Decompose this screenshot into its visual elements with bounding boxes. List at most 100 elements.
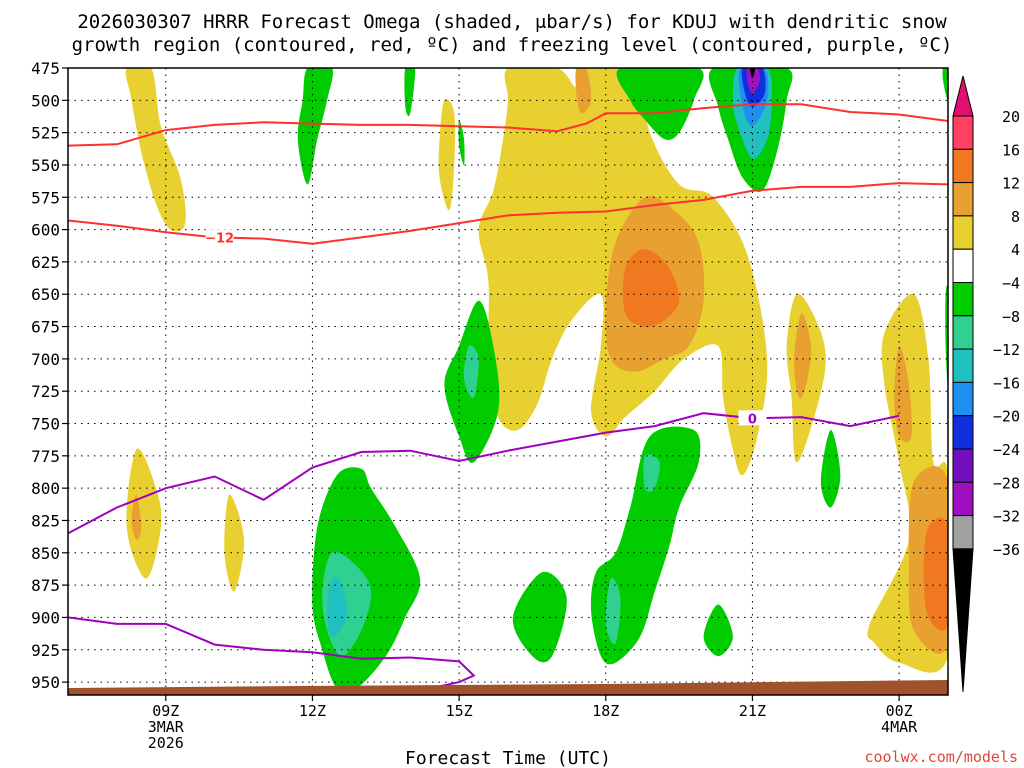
plot-frame	[67, 67, 949, 696]
omega-region-8	[622, 249, 680, 327]
y-tick-label: 475	[31, 59, 60, 78]
x-tick-label: 09Z	[152, 702, 179, 720]
colorbar-label: −20	[993, 408, 1020, 426]
colorbar-segment	[952, 182, 974, 217]
y-tick-label: 700	[31, 350, 60, 369]
freezing-contour-1	[68, 616, 476, 695]
omega-region-38	[224, 494, 245, 592]
omega-region-17	[793, 313, 812, 399]
x-tick-label: 18Z	[592, 702, 619, 720]
omega-region-19	[894, 345, 912, 443]
omega-region-4	[458, 119, 465, 166]
y-tick-label: 575	[31, 188, 60, 207]
colorbar-segment	[952, 282, 974, 317]
colorbar-bottom-arrow	[952, 548, 974, 693]
colorbar-label: −24	[993, 441, 1020, 459]
y-tick-label: 550	[31, 156, 60, 175]
omega-shading	[125, 68, 948, 693]
omega-region-14	[746, 68, 761, 94]
y-tick-label: 850	[31, 544, 60, 563]
omega-region-33	[512, 571, 567, 663]
terrain	[68, 680, 948, 695]
y-tick-label: 525	[31, 124, 60, 143]
omega-region-1	[297, 68, 333, 185]
omega-region-21	[923, 517, 948, 631]
y-axis: 475 500 525 550 575 600 625 650 675 700 725 750 775 8…	[31, 59, 68, 692]
y-tick-label: 875	[31, 576, 60, 595]
omega-region-15	[749, 68, 755, 79]
omega-region-9	[616, 68, 704, 140]
colorbar-segment	[952, 448, 974, 483]
omega-region-29	[327, 576, 348, 637]
x-tick-label: 00Z	[886, 702, 913, 720]
colorbar-label: −16	[993, 374, 1020, 392]
omega-region-37	[131, 494, 142, 541]
colorbar-segment	[952, 215, 974, 250]
y-tick-label: 600	[31, 221, 60, 240]
omega-region-35	[820, 429, 841, 508]
y-tick-label: 650	[31, 285, 60, 304]
dendritic-contour-label-bg	[205, 229, 234, 245]
x-tick-label: 3MAR	[148, 718, 185, 736]
freezing-contour-label-bg	[738, 410, 767, 426]
y-tick-label: 725	[31, 382, 60, 401]
colorbar-segment	[952, 148, 974, 184]
colorbar-segment	[952, 248, 974, 283]
colorbar-label: −36	[993, 541, 1020, 559]
colorbar-label: −4	[1002, 275, 1020, 293]
omega-region-0	[125, 68, 186, 232]
y-tick-label: 925	[31, 641, 60, 660]
x-axis-label: Forecast Time (UTC)	[405, 748, 611, 768]
colorbar-segment	[952, 115, 974, 150]
x-tick-label: 4MAR	[881, 718, 918, 736]
credit-text: coolwx.com/models	[864, 748, 1018, 766]
colorbar-label: 20	[1002, 108, 1020, 126]
omega-region-3	[438, 98, 456, 211]
y-tick-label: 750	[31, 415, 60, 434]
omega-region-6	[575, 68, 592, 114]
contours: −12 0	[68, 103, 948, 695]
omega-region-26	[463, 345, 479, 399]
omega-region-31	[643, 454, 660, 492]
x-tick-label: 12Z	[299, 702, 326, 720]
omega-region-22	[942, 68, 948, 101]
x-tick-label: 2026	[148, 734, 184, 752]
omega-region-36	[126, 448, 162, 579]
colorbar-label: −28	[993, 474, 1020, 492]
y-tick-label: 675	[31, 318, 60, 337]
colorbar-segment	[952, 481, 974, 517]
colorbar-label: −32	[993, 508, 1020, 526]
y-tick-label: 900	[31, 608, 60, 627]
plot-area: −12 0	[68, 68, 948, 695]
y-tick-label: 625	[31, 253, 60, 272]
colorbar-segment	[952, 415, 974, 450]
y-tick-label: 800	[31, 479, 60, 498]
freezing-contour-label: 0	[748, 412, 757, 427]
colorbar: 20 16 12 8 4 −4 −8 −12 −16 −20 −24 −28 −32 −36	[952, 75, 1020, 693]
gridlines	[68, 68, 948, 695]
y-tick-label: 775	[31, 447, 60, 466]
colorbar-label: −12	[993, 341, 1020, 359]
y-tick-label: 500	[31, 91, 60, 110]
y-tick-label: 825	[31, 511, 60, 530]
y-tick-label: 950	[31, 673, 60, 692]
omega-region-34	[703, 604, 733, 657]
colorbar-top-arrow	[952, 75, 974, 117]
colorbar-label: 12	[1002, 175, 1020, 193]
x-tick-label: 21Z	[739, 702, 766, 720]
omega-region-2	[404, 68, 416, 117]
colorbar-segment	[952, 348, 974, 383]
x-tick-label: 15Z	[446, 702, 473, 720]
dendritic-contour-label: −12	[205, 231, 234, 246]
dendritic-contour-0	[68, 103, 948, 147]
colorbar-label: 16	[1002, 141, 1020, 159]
colorbar-label: −8	[1002, 308, 1020, 326]
chart-title-line2: growth region (contoured, red, ºC) and f…	[72, 34, 953, 56]
colorbar-segment	[952, 515, 974, 550]
omega-region-32	[605, 577, 621, 645]
colorbar-label: 8	[1011, 208, 1020, 226]
colorbar-label: 4	[1011, 241, 1020, 259]
colorbar-segment	[952, 315, 974, 350]
